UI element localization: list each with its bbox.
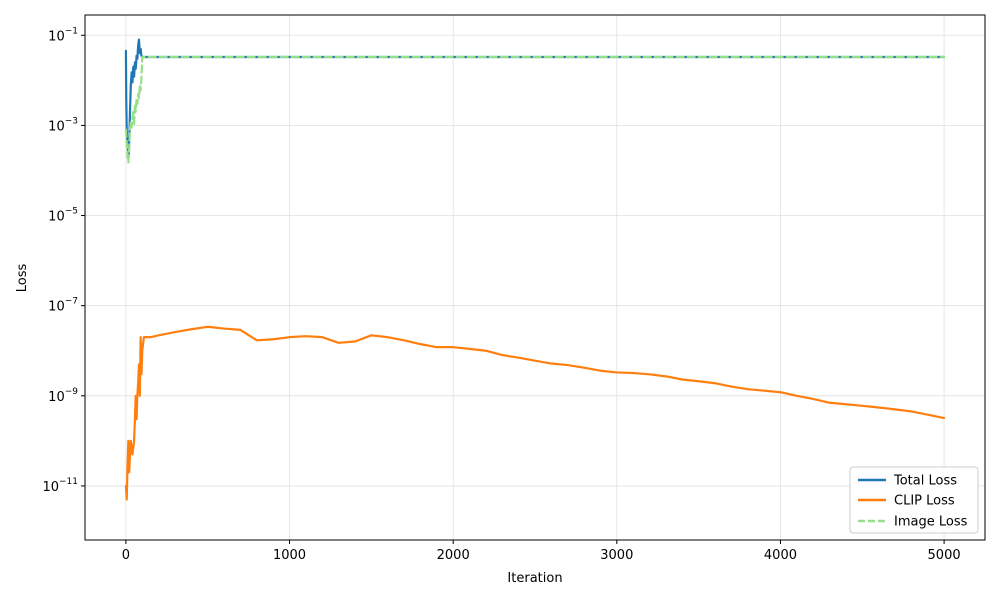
series-line-image-loss [124,55,946,164]
y-tick-label: 10−9 [48,387,78,405]
x-tick-label: 0 [122,548,130,563]
y-tick-label: 10−11 [42,477,78,495]
x-axis-ticks: 0 1000 2000 3000 4000 5000 [122,540,961,563]
legend-box [849,466,979,534]
legend-label-total-loss: Total Loss [893,474,957,489]
y-tick-label: 10−7 [48,297,78,315]
plot-frame [84,14,986,541]
y-tick-label: 10−5 [48,207,78,225]
x-tick-label: 4000 [764,548,797,563]
series-lines [124,38,946,501]
grid [85,15,985,540]
x-tick-label: 3000 [600,548,633,563]
plot-background [85,15,985,540]
legend-label-clip-loss: CLIP Loss [894,494,955,509]
x-tick-label: 5000 [928,548,961,563]
y-tick-label: 10−3 [48,116,78,134]
y-axis-ticks: 10−11 10−9 10−7 10−5 10−3 10−1 [42,26,85,495]
legend: Total Loss CLIP Loss Image Loss [849,466,979,534]
x-tick-label: 2000 [437,548,470,563]
series-line-clip-loss [124,325,946,501]
legend-label-image-loss: Image Loss [894,515,968,530]
y-tick-label: 10−1 [48,26,78,44]
x-axis-label: Iteration [507,571,562,586]
y-axis-label: Loss [15,264,30,293]
x-tick-label: 1000 [273,548,306,563]
